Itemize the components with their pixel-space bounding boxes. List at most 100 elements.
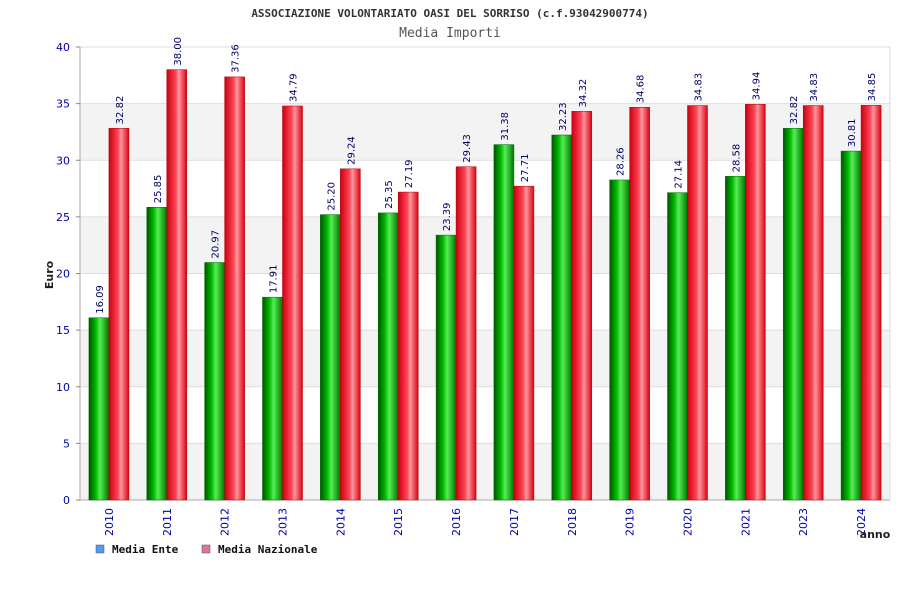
- bar-media-nazionale: [629, 106, 650, 501]
- data-label: 17.91: [269, 265, 280, 294]
- data-label: 29.24: [346, 136, 357, 165]
- bar-media-nazionale: [802, 105, 824, 501]
- bar-media-ente: [204, 262, 225, 501]
- bar-media-nazionale: [455, 166, 477, 501]
- y-tick-label: 0: [63, 494, 70, 507]
- data-label: 28.26: [616, 147, 627, 176]
- data-label: 25.85: [153, 175, 164, 204]
- plot-band: [80, 330, 890, 387]
- x-tick-label: 2024: [855, 508, 868, 536]
- plot-band: [80, 386, 890, 444]
- bar-media-nazionale: [513, 185, 535, 501]
- plot-band: [80, 47, 890, 104]
- data-label: 34.79: [289, 73, 300, 102]
- data-label: 34.94: [751, 72, 762, 101]
- chart-subtitle: Media Importi: [399, 26, 501, 41]
- data-labels: 16.09 32.82 25.85 38.00 20.97 37.36 17.91 34.79…: [95, 37, 878, 314]
- plot-band: [80, 103, 890, 161]
- bar-media-ente: [609, 179, 630, 501]
- bar-media-ente: [493, 144, 515, 501]
- plot-band: [80, 160, 890, 217]
- bar-media-nazionale: [860, 105, 882, 501]
- bar-media-ente: [551, 134, 573, 501]
- legend-swatch: [201, 544, 211, 554]
- bar-media-ente: [377, 212, 399, 501]
- data-label: 38.00: [173, 37, 184, 66]
- x-tick-label: 2014: [334, 508, 347, 536]
- bar-media-ente: [262, 296, 283, 501]
- y-axis-label: Euro: [43, 260, 56, 289]
- data-label: 27.71: [520, 154, 531, 183]
- data-label: 28.58: [731, 144, 742, 173]
- data-label: 32.82: [115, 96, 126, 125]
- x-tick-label: 2012: [219, 508, 232, 536]
- x-tick-label: 2016: [450, 508, 463, 536]
- x-tick-label: 2017: [508, 508, 521, 536]
- legend: Media Ente Media Nazionale: [95, 543, 318, 556]
- data-label: 29.43: [462, 134, 473, 163]
- bar-media-nazionale: [224, 76, 245, 501]
- y-tick-label: 10: [56, 381, 70, 394]
- x-tick-label: 2020: [682, 508, 695, 536]
- x-tick-label: 2013: [277, 508, 290, 536]
- data-label: 31.38: [500, 112, 511, 141]
- data-label: 20.97: [211, 230, 222, 259]
- x-tick-label: 2010: [103, 508, 116, 536]
- bar-media-nazionale: [166, 69, 188, 501]
- plot-band: [80, 216, 890, 274]
- data-label: 32.23: [558, 102, 569, 131]
- bar-media-ente: [782, 128, 804, 501]
- x-tick-label: 2018: [566, 508, 579, 536]
- y-axis-ticks: 0 5 10 15 20 25 30 35 40: [56, 41, 80, 507]
- bar-media-nazionale: [571, 111, 593, 501]
- data-label: 27.14: [674, 160, 685, 189]
- bar-media-nazionale: [687, 105, 708, 501]
- x-tick-label: 2019: [624, 508, 637, 536]
- y-tick-label: 15: [56, 324, 70, 337]
- data-label: 34.85: [867, 73, 878, 102]
- y-tick-label: 20: [56, 268, 70, 281]
- bar-media-ente: [88, 317, 110, 501]
- y-tick-label: 5: [63, 437, 70, 450]
- data-label: 16.09: [95, 285, 106, 314]
- data-label: 34.68: [636, 75, 647, 104]
- y-tick-label: 25: [56, 211, 70, 224]
- y-tick-label: 30: [56, 154, 70, 167]
- data-label: 32.82: [789, 96, 800, 125]
- data-label: 34.32: [578, 79, 589, 108]
- data-label: 37.36: [231, 44, 242, 73]
- x-axis-ticks: 2010 2011 2012 2013 2014 2015 2016 2017 2018 2019…: [103, 508, 868, 536]
- data-label: 23.39: [442, 202, 453, 231]
- data-label: 30.81: [847, 118, 858, 147]
- data-label: 25.20: [326, 182, 337, 211]
- x-tick-label: 2021: [739, 508, 752, 536]
- data-label: 25.35: [384, 180, 395, 209]
- data-label: 27.19: [404, 159, 415, 188]
- bar-media-ente: [146, 206, 168, 501]
- x-tick-label: 2023: [797, 508, 810, 536]
- data-label: 34.83: [809, 73, 820, 102]
- plot-band: [80, 273, 890, 331]
- legend-label: Media Nazionale: [218, 543, 318, 556]
- data-label: 34.83: [694, 73, 705, 102]
- bar-media-ente: [435, 234, 457, 501]
- bar-media-nazionale: [745, 104, 766, 501]
- bar-media-nazionale: [397, 191, 419, 501]
- bar-media-nazionale: [282, 105, 303, 501]
- bar-media-ente: [725, 176, 746, 501]
- bars: [88, 69, 882, 501]
- bar-media-ente: [840, 150, 862, 501]
- bar-media-ente: [320, 214, 341, 501]
- chart-title: ASSOCIAZIONE VOLONTARIATO OASI DEL SORRI…: [251, 7, 648, 20]
- bar-media-ente: [667, 192, 688, 501]
- plot-band: [80, 443, 890, 500]
- bar-media-nazionale: [340, 168, 361, 501]
- x-tick-label: 2015: [392, 508, 405, 536]
- y-tick-label: 40: [56, 41, 70, 54]
- bar-media-nazionale: [108, 128, 130, 501]
- x-tick-label: 2011: [161, 508, 174, 536]
- y-tick-label: 35: [56, 98, 70, 111]
- legend-label: Media Ente: [112, 543, 179, 556]
- legend-swatch: [95, 544, 105, 554]
